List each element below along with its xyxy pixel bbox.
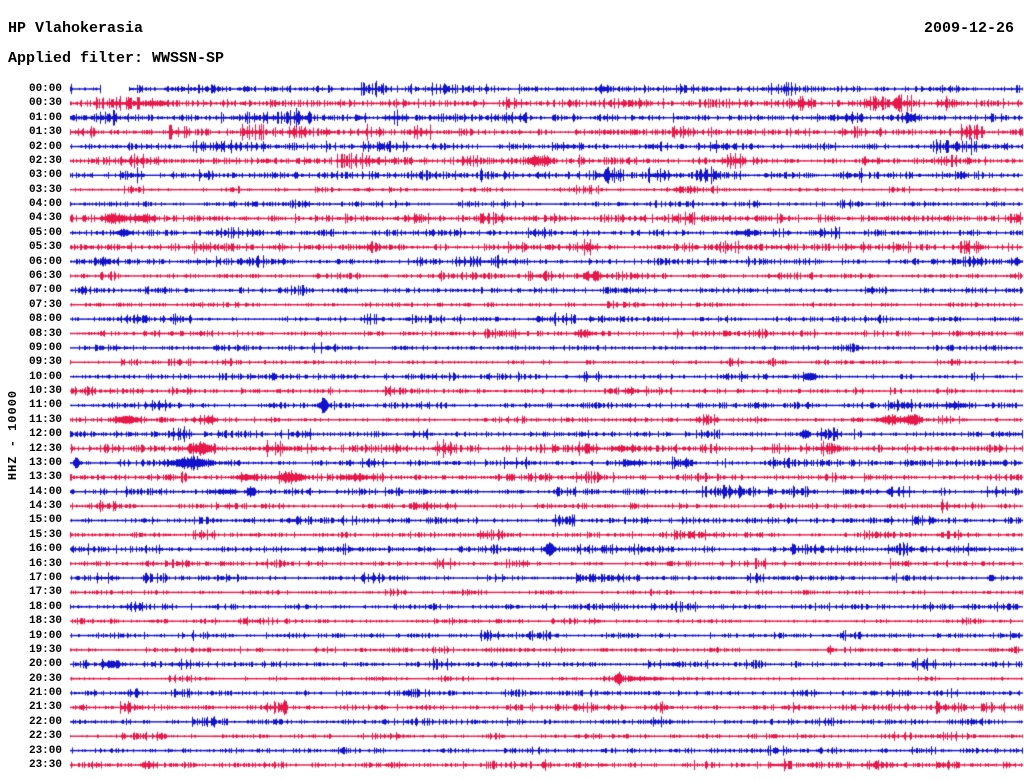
- trace-time-label: 17:30: [28, 586, 62, 599]
- trace-time-label: 09:30: [28, 356, 62, 369]
- trace-time-label: 08:30: [28, 327, 62, 340]
- trace-time-label: 15:00: [28, 514, 62, 527]
- trace-time-label: 10:30: [28, 385, 62, 398]
- trace-time-label: 11:30: [28, 413, 62, 426]
- trace-time-label: 13:00: [28, 456, 62, 469]
- trace-time-label: 05:30: [28, 241, 62, 254]
- trace-time-label: 22:30: [28, 730, 62, 743]
- trace-time-label: 11:00: [28, 399, 62, 412]
- trace-time-label: 19:30: [28, 643, 62, 656]
- trace-time-label: 04:30: [28, 212, 62, 225]
- trace-time-label: 20:30: [28, 672, 62, 685]
- trace-time-label: 03:00: [28, 169, 62, 182]
- trace-time-label: 22:00: [28, 715, 62, 728]
- trace-time-label: 00:00: [28, 83, 62, 95]
- trace-time-label: 14:00: [28, 485, 62, 498]
- trace-time-label: 12:00: [28, 428, 62, 441]
- trace-time-label: 06:00: [28, 255, 62, 268]
- trace-time-label: 16:30: [28, 557, 62, 570]
- trace-time-label: 12:30: [28, 442, 62, 455]
- trace-time-label: 20:00: [28, 658, 62, 671]
- trace-time-label: 14:30: [28, 500, 62, 513]
- trace-time-label: 17:00: [28, 572, 62, 585]
- trace-time-label: 23:00: [28, 744, 62, 757]
- trace-time-label: 03:30: [28, 183, 62, 196]
- trace-time-label: 02:00: [28, 140, 62, 153]
- trace-time-label: 02:30: [28, 154, 62, 167]
- trace-time-label: 21:00: [28, 687, 62, 700]
- trace-time-label: 01:30: [28, 126, 62, 139]
- trace-time-label: 21:30: [28, 701, 62, 714]
- trace-time-label: 13:30: [28, 471, 62, 484]
- trace-time-label: 01:00: [28, 111, 62, 124]
- trace-time-label: 06:30: [28, 269, 62, 282]
- trace-time-label: 15:30: [28, 528, 62, 541]
- trace-time-label: 09:00: [28, 341, 62, 354]
- trace-time-label: 08:00: [28, 313, 62, 326]
- trace-time-label: 05:00: [28, 226, 62, 239]
- trace-time-label: 18:00: [28, 600, 62, 613]
- trace-time-label: 16:00: [28, 543, 62, 556]
- trace-time-label: 19:00: [28, 629, 62, 642]
- trace-time-label: 07:30: [28, 298, 62, 311]
- trace-time-label: 18:30: [28, 615, 62, 628]
- trace-time-label: 10:00: [28, 370, 62, 383]
- trace-time-label: 00:30: [28, 97, 62, 110]
- trace-time-label: 04:00: [28, 198, 62, 211]
- trace-time-label: 07:00: [28, 284, 62, 297]
- trace-time-label: 23:30: [28, 759, 62, 771]
